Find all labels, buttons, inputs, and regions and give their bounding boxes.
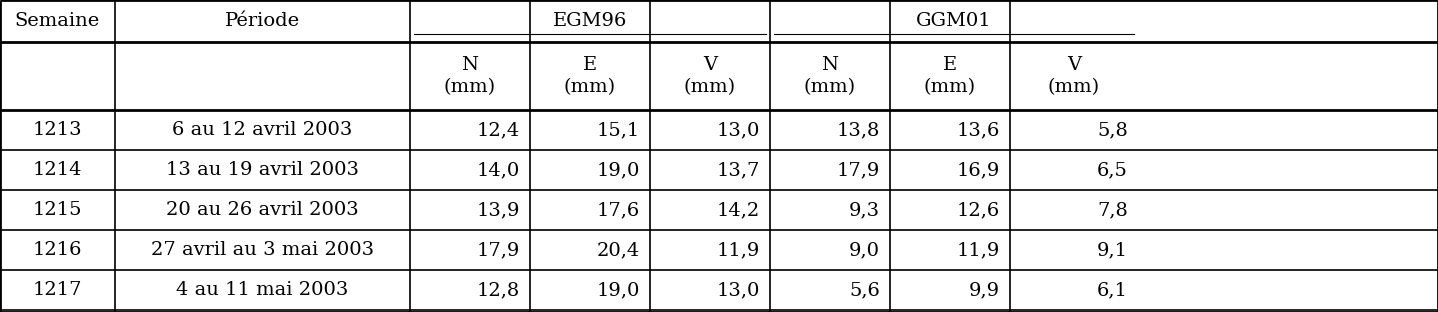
Text: GGM01: GGM01 <box>916 12 992 30</box>
Text: 12,6: 12,6 <box>956 201 999 219</box>
Text: Semaine: Semaine <box>14 12 101 30</box>
Text: 13,7: 13,7 <box>716 161 761 179</box>
Text: N
(mm): N (mm) <box>444 56 496 96</box>
Text: 19,0: 19,0 <box>597 161 640 179</box>
Text: EGM96: EGM96 <box>552 12 627 30</box>
Text: 1217: 1217 <box>33 281 82 299</box>
Text: 9,1: 9,1 <box>1097 241 1127 259</box>
Text: 6,5: 6,5 <box>1097 161 1127 179</box>
Text: 11,9: 11,9 <box>956 241 999 259</box>
Text: 17,9: 17,9 <box>476 241 521 259</box>
Text: E
(mm): E (mm) <box>925 56 976 96</box>
Text: 17,9: 17,9 <box>837 161 880 179</box>
Text: 5,8: 5,8 <box>1097 121 1127 139</box>
Text: 16,9: 16,9 <box>956 161 999 179</box>
Text: 27 avril au 3 mai 2003: 27 avril au 3 mai 2003 <box>151 241 374 259</box>
Text: 12,8: 12,8 <box>477 281 521 299</box>
Text: 12,4: 12,4 <box>477 121 521 139</box>
Text: 9,9: 9,9 <box>969 281 999 299</box>
Text: 6,1: 6,1 <box>1097 281 1127 299</box>
Text: 5,6: 5,6 <box>848 281 880 299</box>
Text: 1215: 1215 <box>33 201 82 219</box>
Text: 13,8: 13,8 <box>837 121 880 139</box>
Text: 13,6: 13,6 <box>956 121 999 139</box>
Text: 6 au 12 avril 2003: 6 au 12 avril 2003 <box>173 121 352 139</box>
Text: V
(mm): V (mm) <box>1048 56 1100 96</box>
Text: Période: Période <box>224 12 301 30</box>
Text: 11,9: 11,9 <box>716 241 761 259</box>
Text: 1213: 1213 <box>33 121 82 139</box>
Text: 14,2: 14,2 <box>716 201 761 219</box>
Text: 13 au 19 avril 2003: 13 au 19 avril 2003 <box>165 161 360 179</box>
Text: 9,3: 9,3 <box>848 201 880 219</box>
Text: 20 au 26 avril 2003: 20 au 26 avril 2003 <box>167 201 360 219</box>
Text: 7,8: 7,8 <box>1097 201 1127 219</box>
Text: E
(mm): E (mm) <box>564 56 615 96</box>
Text: 9,0: 9,0 <box>848 241 880 259</box>
Text: 15,1: 15,1 <box>597 121 640 139</box>
Text: 13,0: 13,0 <box>716 121 761 139</box>
Text: 14,0: 14,0 <box>477 161 521 179</box>
Text: V
(mm): V (mm) <box>684 56 736 96</box>
Text: 19,0: 19,0 <box>597 281 640 299</box>
Text: N
(mm): N (mm) <box>804 56 856 96</box>
Text: 4 au 11 mai 2003: 4 au 11 mai 2003 <box>177 281 348 299</box>
Text: 20,4: 20,4 <box>597 241 640 259</box>
Text: 13,0: 13,0 <box>716 281 761 299</box>
Text: 17,6: 17,6 <box>597 201 640 219</box>
Text: 13,9: 13,9 <box>476 201 521 219</box>
Text: 1216: 1216 <box>33 241 82 259</box>
Text: 1214: 1214 <box>33 161 82 179</box>
